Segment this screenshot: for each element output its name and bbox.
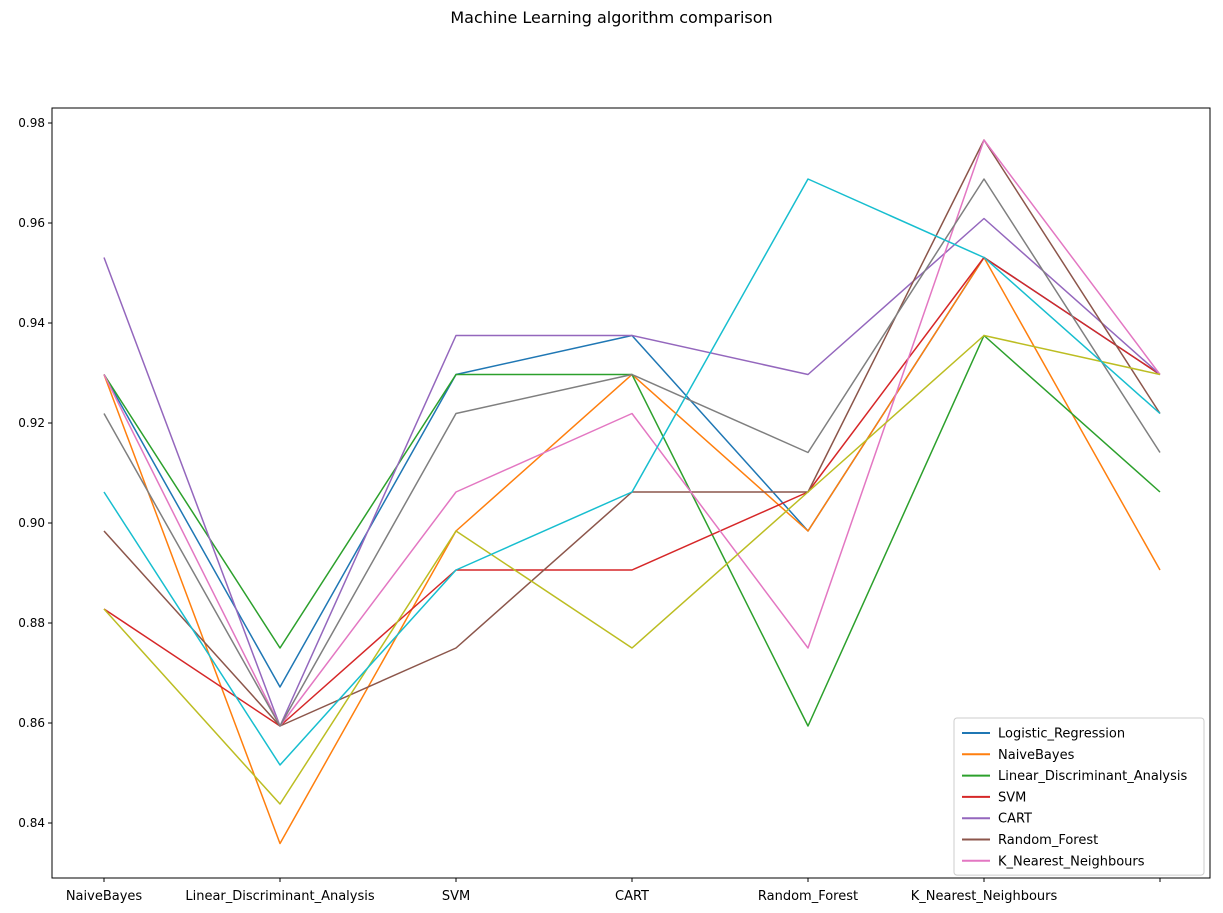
legend-label: NaiveBayes: [998, 748, 1075, 763]
legend-label: Random_Forest: [998, 833, 1098, 848]
axes-frame: [51, 107, 1211, 879]
legend-label: SVM: [998, 790, 1026, 805]
series-line-0: [103, 256, 1161, 688]
y-tick-label: 0.88: [18, 616, 45, 630]
x-tick-label: Random_Forest: [758, 889, 858, 904]
series-line-9: [103, 178, 1161, 766]
legend-label: Logistic_Regression: [998, 727, 1125, 742]
y-tick-label: 0.90: [18, 516, 45, 530]
series-line-2: [103, 334, 1161, 727]
legend-label: Linear_Discriminant_Analysis: [998, 769, 1188, 784]
y-tick-label: 0.98: [18, 116, 45, 130]
y-tick-label: 0.92: [18, 416, 45, 430]
y-tick-label: 0.94: [18, 316, 45, 330]
x-tick-label: CART: [615, 889, 649, 904]
series-line-5: [103, 139, 1161, 727]
legend-label: K_Nearest_Neighbours: [998, 854, 1145, 869]
y-tick-label: 0.96: [18, 216, 45, 230]
x-tick-label: Linear_Discriminant_Analysis: [185, 889, 375, 904]
x-tick-label: SVM: [442, 889, 470, 904]
legend: Logistic_Regression NaiveBayes Linear_Disc…: [953, 717, 1205, 876]
x-axis: NaiveBayes Linear_Discriminant_Analysis SV…: [66, 878, 1161, 904]
series-line-8: [103, 334, 1161, 805]
series-line-6: [103, 139, 1161, 727]
series-lines: [103, 139, 1161, 845]
chart-title: Machine Learning algorithm comparison: [450, 8, 773, 27]
x-tick-label: NaiveBayes: [66, 889, 143, 904]
series-line-7: [103, 178, 1161, 727]
y-tick-label: 0.84: [18, 816, 45, 830]
legend-label: CART: [998, 812, 1032, 827]
series-line-4: [103, 217, 1161, 727]
y-tick-label: 0.86: [18, 716, 45, 730]
legend-box: [953, 717, 1205, 876]
y-axis: 0.84 0.86 0.88 0.90 0.92 0.94 0.96 0.98: [18, 116, 52, 830]
x-tick-label: K_Nearest_Neighbours: [911, 889, 1058, 904]
